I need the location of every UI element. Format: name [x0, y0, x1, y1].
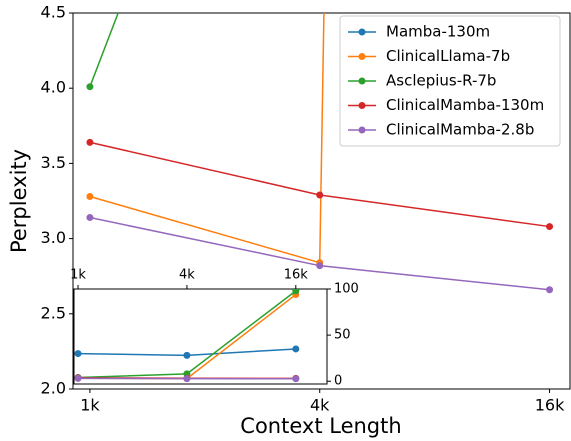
legend-label: Asclepius-R-7b	[386, 72, 496, 90]
data-point	[86, 192, 94, 200]
data-point	[292, 345, 300, 353]
y-tick-label: 3.0	[41, 228, 66, 247]
legend-marker	[358, 126, 366, 134]
x-tick-label: 16k	[535, 396, 565, 415]
legend-marker	[358, 77, 366, 85]
data-point	[316, 191, 324, 199]
y-tick-label: 2.5	[41, 303, 66, 322]
legend-box	[339, 15, 561, 147]
y-tick-label: 3.5	[41, 153, 66, 172]
x-tick-label: 4k	[179, 268, 195, 283]
x-axis-label: Context Length	[240, 414, 401, 438]
data-point	[316, 262, 324, 270]
x-tick-label: 1k	[70, 268, 86, 283]
series-group	[86, 13, 554, 294]
y-tick-label: 4.5	[41, 3, 66, 22]
legend-label: ClinicalMamba-2.8b	[386, 121, 534, 139]
series-group	[74, 289, 300, 383]
plot-frame	[73, 288, 328, 385]
y-tick-label: 4.0	[41, 78, 66, 97]
legend-marker	[358, 28, 366, 36]
data-point	[183, 351, 191, 359]
y-tick-label: 50	[334, 328, 351, 343]
x-tick-label: 4k	[310, 396, 330, 415]
data-point	[74, 350, 82, 358]
legend-label: ClinicalMamba-130m	[386, 96, 544, 114]
data-point	[86, 83, 94, 91]
data-point	[292, 375, 300, 383]
data-point	[74, 374, 82, 382]
x-tick-label: 1k	[80, 396, 100, 415]
y-axis-label: Perplexity	[7, 149, 31, 253]
data-point	[86, 214, 94, 222]
y-tick-label: 0	[334, 374, 342, 389]
y-tick-label: 100	[334, 282, 359, 297]
x-tick-label: 16k	[284, 268, 309, 283]
data-point	[86, 138, 94, 146]
legend-label: Mamba-130m	[386, 23, 490, 41]
legend-marker	[358, 53, 366, 60]
data-point	[546, 223, 554, 231]
legend-label: ClinicalLlama-7b	[386, 47, 510, 65]
data-point	[546, 286, 554, 294]
data-point	[292, 289, 300, 295]
legend-marker	[358, 102, 366, 109]
data-point	[183, 375, 191, 383]
y-tick-label: 2.0	[41, 379, 66, 398]
